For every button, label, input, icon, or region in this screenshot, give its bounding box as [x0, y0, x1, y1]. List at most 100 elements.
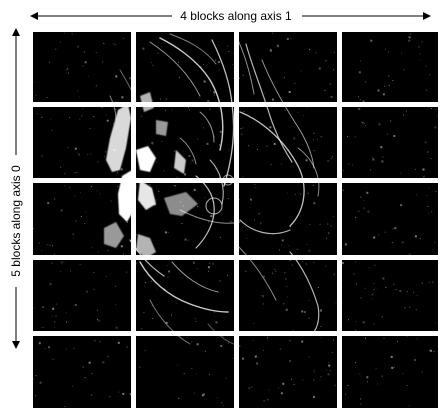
- noise-speck: [167, 276, 169, 278]
- noise-speck: [79, 192, 81, 194]
- noise-speck: [219, 130, 222, 133]
- noise-speck: [248, 145, 250, 147]
- noise-speck: [289, 359, 292, 362]
- noise-speck: [308, 317, 310, 319]
- noise-speck: [35, 395, 37, 397]
- noise-speck: [219, 236, 221, 238]
- noise-speck: [195, 320, 197, 322]
- noise-speck: [329, 83, 331, 85]
- noise-speck: [385, 48, 387, 50]
- noise-speck: [200, 150, 202, 152]
- noise-speck: [178, 397, 180, 399]
- noise-speck: [89, 127, 91, 129]
- block-r0-c2: [239, 32, 337, 102]
- noise-speck: [406, 385, 408, 386]
- noise-speck: [281, 239, 284, 242]
- noise-speck: [308, 299, 310, 301]
- noise-speck: [249, 206, 251, 208]
- noise-speck: [382, 277, 385, 280]
- noise-speck: [77, 90, 79, 92]
- noise-speck: [206, 142, 209, 145]
- noise-speck: [114, 44, 116, 46]
- noise-speck: [208, 221, 210, 223]
- noise-speck: [69, 186, 70, 188]
- noise-speck: [248, 387, 251, 390]
- noise-speck: [313, 369, 315, 371]
- noise-speck: [66, 321, 67, 323]
- noise-speck: [416, 338, 418, 340]
- noise-speck: [51, 315, 53, 317]
- noise-speck: [213, 91, 216, 94]
- noise-speck: [175, 302, 177, 304]
- noise-speck: [105, 114, 107, 116]
- block-separators: [33, 32, 438, 408]
- noise-speck: [242, 127, 244, 129]
- noise-speck: [69, 117, 71, 119]
- noise-speck: [370, 39, 373, 42]
- noise-speck: [242, 74, 244, 76]
- block-r2-c2: [239, 183, 337, 255]
- noise-speck: [91, 373, 93, 375]
- noise-speck: [156, 161, 158, 163]
- noise-speck: [254, 184, 256, 185]
- noise-speck: [273, 142, 276, 145]
- noise-speck: [96, 190, 98, 192]
- noise-speck: [103, 156, 105, 158]
- noise-speck: [435, 109, 437, 111]
- noise-speck: [320, 326, 322, 327]
- noise-speck: [427, 205, 429, 207]
- noise-speck: [421, 41, 423, 43]
- noise-speck: [254, 219, 256, 221]
- noise-speck: [155, 199, 157, 201]
- block-r3-c0: [33, 260, 131, 331]
- noise-speck: [126, 222, 128, 223]
- noise-speck: [33, 228, 34, 230]
- noise-speck: [336, 282, 338, 284]
- noise-speck: [301, 261, 303, 263]
- noise-speck: [328, 232, 330, 234]
- noise-speck: [144, 286, 146, 288]
- noise-speck: [192, 261, 195, 264]
- noise-speck: [363, 123, 365, 124]
- noise-speck: [202, 393, 205, 396]
- noise-speck: [42, 306, 45, 308]
- noise-speck: [207, 100, 210, 103]
- noise-speck: [252, 339, 254, 341]
- noise-speck: [313, 150, 315, 152]
- noise-speck: [215, 168, 217, 170]
- noise-speck: [64, 406, 66, 407]
- row-separator: [33, 331, 438, 336]
- axis1-annotation: 4 blocks along axis 1: [30, 9, 431, 23]
- noise-speck: [430, 158, 432, 159]
- noise-speck: [308, 356, 310, 358]
- noise-speck: [276, 44, 279, 47]
- noise-speck: [160, 46, 162, 48]
- noise-speck: [113, 43, 115, 45]
- noise-speck: [75, 220, 77, 222]
- noise-speck: [91, 247, 93, 249]
- noise-speck: [434, 242, 436, 243]
- block-r1-c2: [239, 107, 337, 178]
- noise-speck: [360, 297, 362, 299]
- noise-speck: [373, 236, 376, 239]
- noise-speck: [145, 281, 147, 283]
- noise-speck: [228, 51, 230, 52]
- noise-speck: [228, 149, 230, 151]
- noise-speck: [41, 116, 43, 118]
- noise-speck: [65, 312, 67, 314]
- noise-speck: [403, 114, 405, 116]
- noise-speck: [328, 233, 329, 235]
- noise-speck: [258, 212, 261, 215]
- noise-speck: [406, 335, 408, 337]
- noise-speck: [263, 275, 265, 278]
- noise-speck: [240, 128, 242, 130]
- noise-speck: [319, 379, 321, 381]
- noise-speck: [258, 356, 260, 358]
- noise-speck: [82, 366, 84, 368]
- noise-speck: [204, 350, 206, 352]
- noise-speck: [181, 223, 183, 225]
- noise-speck: [196, 343, 199, 346]
- noise-speck: [365, 81, 367, 83]
- noise-speck: [251, 79, 253, 81]
- noise-speck: [167, 231, 169, 233]
